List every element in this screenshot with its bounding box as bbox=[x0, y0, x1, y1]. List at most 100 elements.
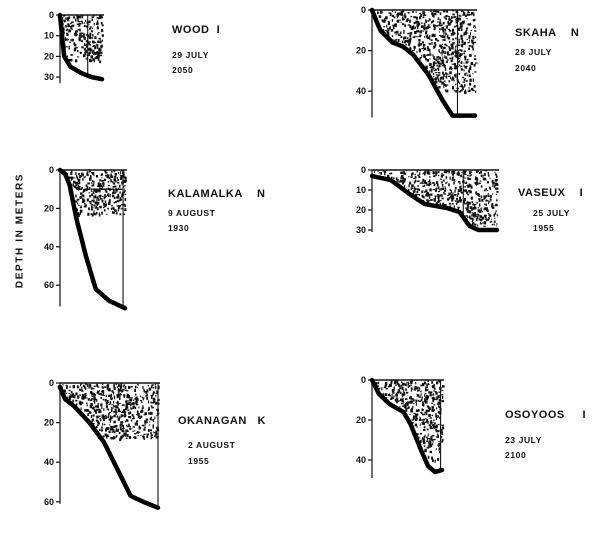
plankton-dot bbox=[103, 408, 105, 411]
plankton-dot bbox=[121, 389, 124, 393]
plankton-dot bbox=[113, 431, 116, 434]
plankton-dot bbox=[491, 223, 494, 226]
plankton-dot bbox=[99, 409, 101, 411]
plankton-dot bbox=[449, 18, 452, 21]
plankton-dot bbox=[91, 208, 94, 211]
plankton-dot bbox=[101, 173, 103, 176]
plankton-dot bbox=[454, 189, 456, 193]
plankton-dot bbox=[116, 394, 118, 396]
plankton-dot bbox=[431, 424, 434, 426]
plankton-dot bbox=[495, 193, 498, 196]
plankton-dot bbox=[466, 27, 469, 30]
plankton-dot bbox=[466, 18, 468, 20]
plankton-dot bbox=[459, 198, 461, 201]
plankton-dot bbox=[94, 41, 97, 44]
plankton-dot bbox=[117, 390, 120, 394]
plankton-dot bbox=[108, 388, 111, 392]
plankton-dot bbox=[409, 39, 412, 42]
plankton-dot bbox=[452, 42, 455, 45]
plankton-dot bbox=[422, 413, 425, 416]
plankton-dot bbox=[395, 393, 398, 397]
plankton-dot bbox=[102, 422, 104, 426]
plankton-dot bbox=[447, 28, 450, 30]
plankton-dot bbox=[459, 85, 462, 88]
plankton-dot bbox=[432, 181, 435, 184]
plankton-dot bbox=[417, 188, 419, 191]
plankton-dot bbox=[496, 214, 499, 217]
plankton-dot bbox=[463, 170, 466, 174]
plankton-dot bbox=[472, 213, 474, 217]
plankton-dot bbox=[421, 48, 424, 50]
plankton-dot bbox=[127, 394, 130, 396]
plankton-dot bbox=[115, 410, 118, 413]
plankton-dot bbox=[131, 408, 133, 410]
plankton-dot bbox=[69, 385, 71, 388]
plankton-dot bbox=[458, 73, 461, 75]
plankton-dot bbox=[457, 80, 459, 83]
plankton-dot bbox=[76, 212, 79, 214]
plankton-dot bbox=[414, 30, 417, 35]
plankton-dot bbox=[458, 57, 461, 60]
plankton-dot bbox=[430, 427, 433, 429]
plankton-dot bbox=[464, 198, 466, 202]
plankton-dot bbox=[390, 383, 392, 387]
plankton-dot bbox=[457, 192, 460, 195]
time-wood: 2050 bbox=[172, 65, 194, 75]
plankton-dot bbox=[459, 186, 462, 189]
plankton-dot bbox=[426, 428, 429, 431]
plankton-dot bbox=[125, 434, 127, 437]
plankton-dot bbox=[152, 386, 155, 389]
plankton-dot bbox=[454, 187, 457, 190]
plankton-dot bbox=[490, 199, 492, 202]
plankton-dot bbox=[396, 391, 400, 394]
plankton-dot bbox=[472, 19, 475, 22]
plankton-dot bbox=[400, 13, 403, 15]
plankton-dot bbox=[468, 177, 471, 181]
plankton-dot bbox=[424, 421, 426, 423]
plankton-dot bbox=[113, 196, 116, 199]
plankton-dot bbox=[79, 196, 81, 199]
plankton-dot bbox=[85, 387, 87, 390]
time-skaha: 2040 bbox=[515, 63, 537, 73]
plankton-dot bbox=[424, 434, 426, 438]
plankton-dot bbox=[115, 429, 118, 432]
plankton-dot bbox=[432, 13, 435, 17]
plankton-dot bbox=[428, 172, 431, 175]
plankton-dot bbox=[78, 29, 80, 31]
plankton-dot bbox=[431, 443, 434, 445]
plankton-dot bbox=[136, 422, 138, 426]
plankton-dot bbox=[395, 32, 398, 34]
plankton-dot bbox=[75, 182, 78, 184]
plankton-dot bbox=[99, 183, 101, 185]
plankton-dot bbox=[88, 44, 91, 46]
plankton-dot bbox=[437, 21, 439, 23]
plankton-dot bbox=[438, 398, 440, 402]
plankton-dot bbox=[142, 398, 144, 401]
plankton-dot bbox=[395, 400, 399, 403]
plankton-dot bbox=[462, 88, 464, 90]
plankton-dot bbox=[437, 59, 439, 63]
plankton-dot bbox=[416, 50, 418, 54]
plankton-dot bbox=[473, 26, 474, 28]
plankton-dot bbox=[80, 32, 82, 35]
plankton-dot bbox=[438, 74, 441, 76]
plankton-dot bbox=[86, 198, 89, 202]
plankton-dot bbox=[100, 397, 103, 399]
plankton-dot bbox=[407, 11, 410, 14]
plankton-dot bbox=[89, 34, 91, 38]
plankton-dot bbox=[148, 387, 152, 391]
plankton-dot bbox=[396, 381, 398, 384]
plankton-dot bbox=[419, 12, 422, 14]
plankton-dot bbox=[132, 430, 135, 432]
plankton-dot bbox=[101, 179, 104, 182]
plankton-dot bbox=[128, 412, 130, 415]
plankton-dot bbox=[496, 223, 498, 225]
plankton-dot bbox=[81, 389, 84, 392]
plankton-dot bbox=[119, 191, 121, 194]
plankton-dot bbox=[93, 397, 96, 401]
plankton-dot bbox=[422, 25, 424, 29]
plankton-dot bbox=[436, 183, 439, 187]
plankton-dot bbox=[94, 393, 96, 395]
plankton-dot bbox=[425, 396, 427, 399]
plankton-dot bbox=[102, 383, 104, 385]
